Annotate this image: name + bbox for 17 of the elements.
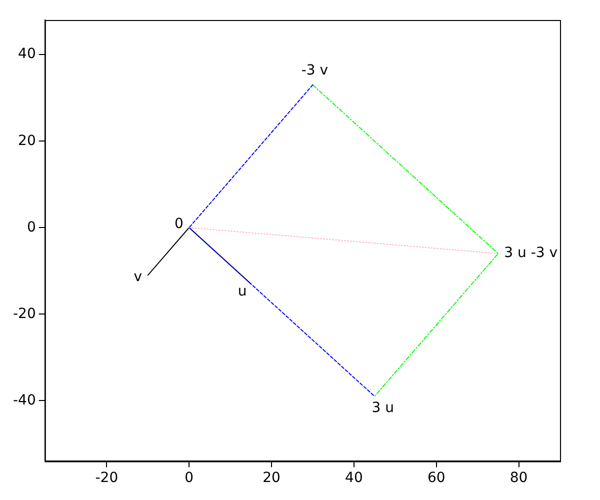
- annotation: 0: [174, 216, 184, 232]
- y-tick-label: 20: [18, 132, 36, 149]
- y-tick-label: 0: [26, 219, 36, 236]
- annotation: u: [238, 283, 247, 300]
- annotation: -3 v: [301, 62, 328, 79]
- annotation: 3 u -3 v: [504, 245, 558, 262]
- annotation: 3 u: [372, 400, 394, 416]
- x-tick-label: 40: [345, 470, 363, 486]
- annotation: v: [134, 268, 142, 285]
- y-tick-label: -20: [12, 306, 36, 322]
- y-tick-label: 40: [18, 46, 36, 62]
- x-tick-label: 0: [184, 470, 194, 486]
- y-tick-label: -40: [12, 392, 36, 408]
- x-tick-label: 80: [510, 470, 528, 486]
- x-tick-label: 20: [262, 470, 280, 486]
- x-tick-label: -20: [95, 470, 118, 486]
- x-tick-label: 60: [427, 470, 446, 486]
